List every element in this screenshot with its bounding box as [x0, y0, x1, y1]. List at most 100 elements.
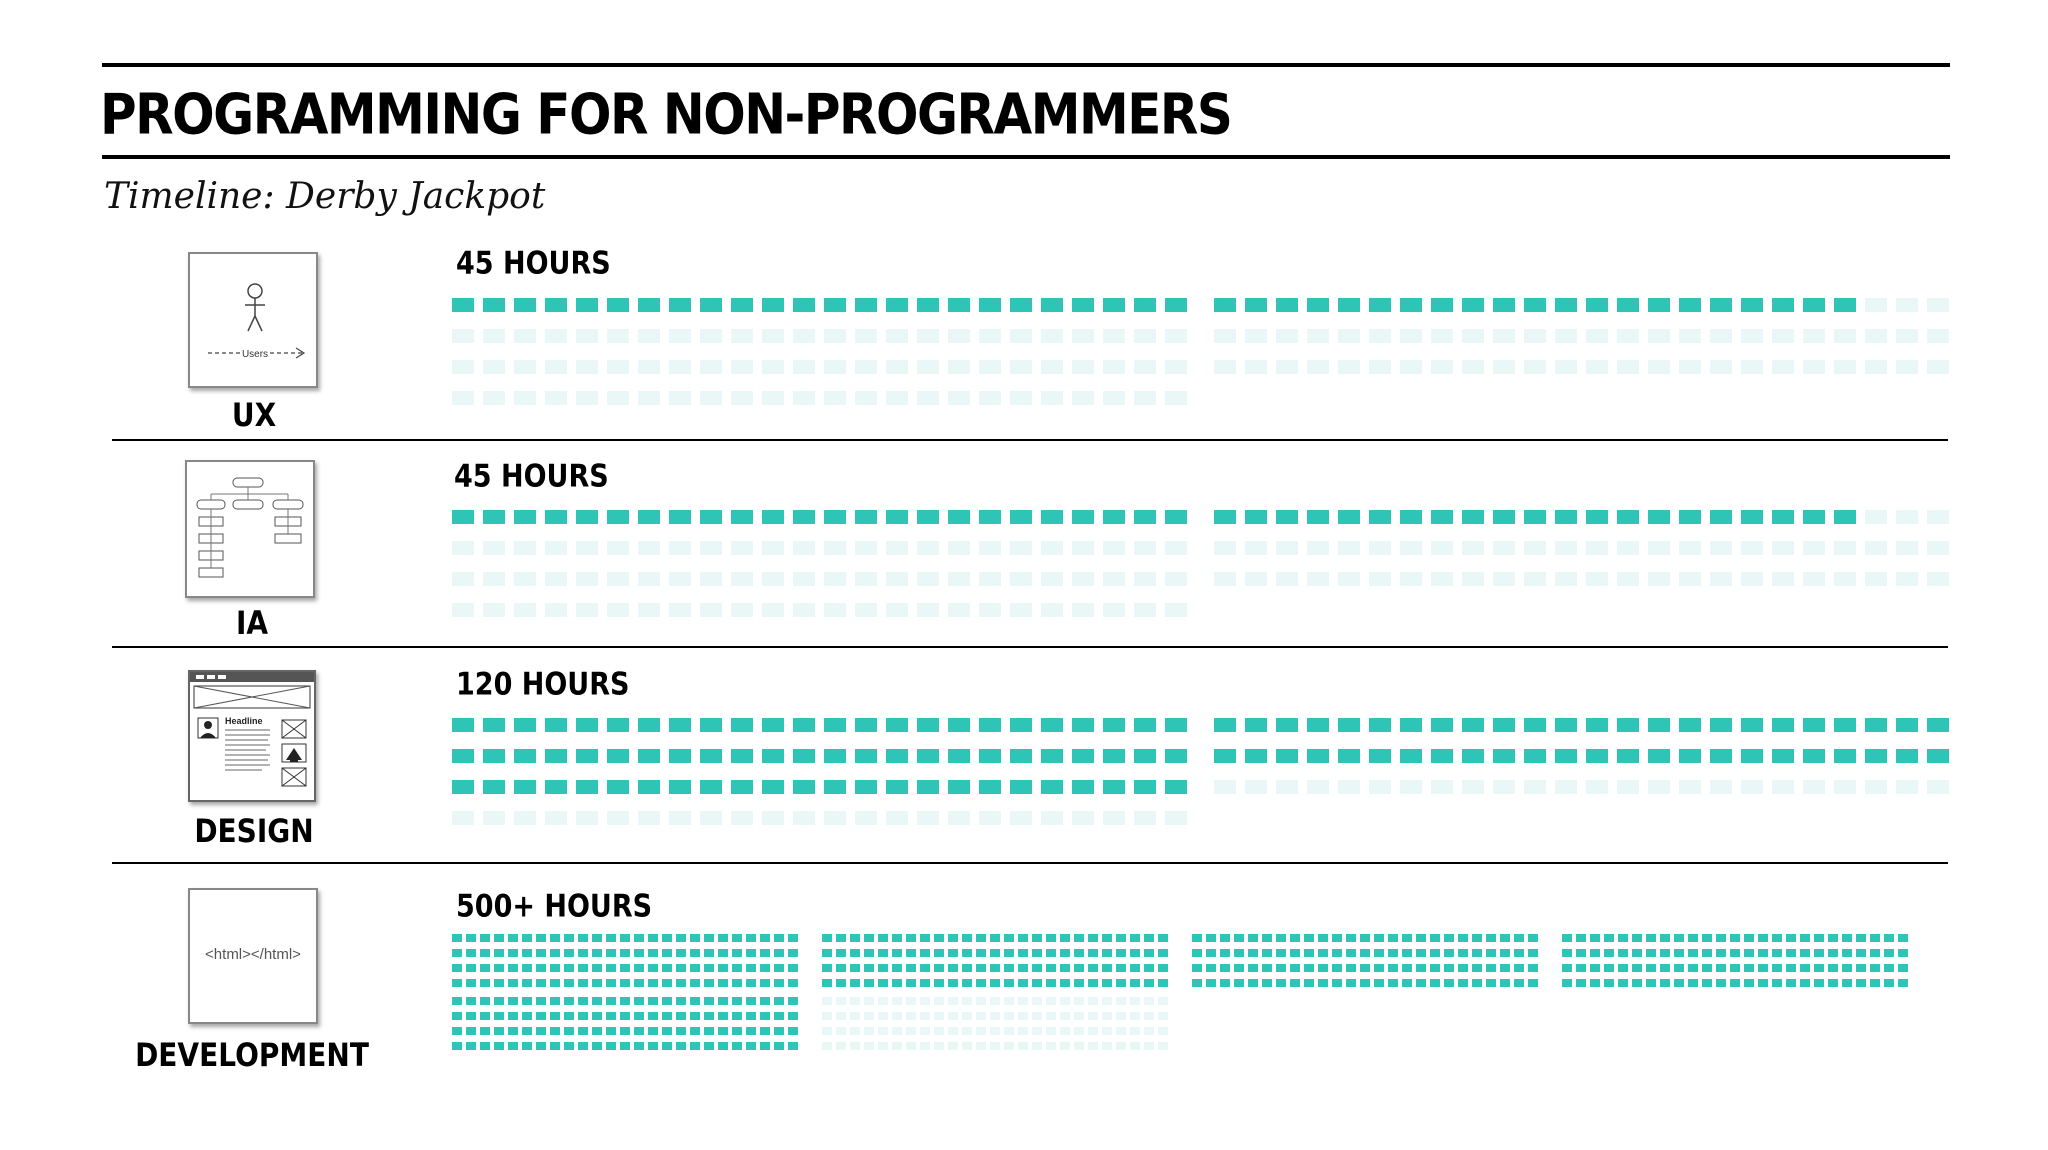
- hour-block-ia-13: [824, 510, 846, 524]
- hour-block-development-283: [1290, 979, 1300, 987]
- hour-block-development-61: [592, 964, 602, 972]
- hour-block-development-82: [536, 979, 546, 987]
- empty-block-ia-63: [886, 541, 908, 555]
- hour-block-design-101: [576, 780, 598, 794]
- hour-block-design-69: [1072, 749, 1094, 763]
- hour-block-development-223: [1500, 934, 1510, 942]
- hour-block-development-271: [1472, 964, 1482, 972]
- hour-block-development-245: [1458, 949, 1468, 957]
- empty-block-ia-46: [1865, 510, 1887, 524]
- empty-block-ia-133: [1586, 572, 1608, 586]
- hour-block-development-117: [1046, 934, 1056, 942]
- html-code-icon: <html></html>: [188, 888, 318, 1024]
- hour-block-development-276: [1192, 979, 1202, 987]
- hour-block-development-467: [676, 1027, 686, 1035]
- hour-block-ux-28: [1307, 298, 1329, 312]
- empty-block-development-580: [878, 1042, 888, 1050]
- empty-block-development-515: [1018, 997, 1028, 1005]
- empty-block-development-559: [934, 1027, 944, 1035]
- hour-block-development-364: [1744, 964, 1754, 972]
- hour-block-development-350: [1898, 949, 1908, 957]
- empty-block-ux-165: [1072, 391, 1094, 405]
- hour-block-ia-19: [1010, 510, 1032, 524]
- hour-block-development-121: [1102, 934, 1112, 942]
- hour-block-design-79: [1400, 749, 1422, 763]
- hour-block-development-490: [648, 1042, 658, 1050]
- hour-block-development-161: [962, 964, 972, 972]
- empty-block-development-587: [976, 1042, 986, 1050]
- hour-block-development-32: [536, 949, 546, 957]
- empty-block-design-144: [1927, 780, 1949, 794]
- empty-block-development-557: [906, 1027, 916, 1035]
- empty-block-design-166: [1103, 811, 1125, 825]
- hour-block-development-439: [634, 1012, 644, 1020]
- hour-block-development-243: [1430, 949, 1440, 957]
- hour-block-development-50: [788, 949, 798, 957]
- empty-block-ia-143: [1896, 572, 1918, 586]
- empty-block-ia-126: [1369, 572, 1391, 586]
- hour-block-development-302: [1576, 934, 1586, 942]
- hour-block-development-434: [564, 1012, 574, 1020]
- hour-block-development-486: [592, 1042, 602, 1050]
- hour-block-design-17: [948, 718, 970, 732]
- hour-block-ia-32: [1431, 510, 1453, 524]
- hour-block-design-120: [1165, 780, 1187, 794]
- hour-block-development-459: [564, 1027, 574, 1035]
- empty-block-ia-136: [1679, 572, 1701, 586]
- empty-block-development-597: [1116, 1042, 1126, 1050]
- empty-block-ia-99: [514, 572, 536, 586]
- empty-block-ia-102: [607, 572, 629, 586]
- empty-block-development-550: [1158, 1012, 1168, 1020]
- hour-block-development-430: [508, 1012, 518, 1020]
- hour-block-development-169: [1074, 964, 1084, 972]
- hour-block-development-333: [1660, 949, 1670, 957]
- empty-block-ux-68: [1041, 329, 1063, 343]
- hour-block-development-43: [690, 949, 700, 957]
- hour-block-design-4: [545, 718, 567, 732]
- hour-block-development-192: [1046, 979, 1056, 987]
- hour-block-development-165: [1018, 964, 1028, 972]
- empty-block-development-541: [1032, 1012, 1042, 1020]
- hour-block-development-33: [550, 949, 560, 957]
- hour-block-ux-11: [762, 298, 784, 312]
- hour-block-development-219: [1444, 934, 1454, 942]
- hour-block-ux-43: [1772, 298, 1794, 312]
- empty-block-development-505: [878, 997, 888, 1005]
- empty-block-ux-69: [1072, 329, 1094, 343]
- hour-block-development-257: [1276, 964, 1286, 972]
- hour-block-ux-3: [514, 298, 536, 312]
- hour-block-development-198: [1130, 979, 1140, 987]
- hour-block-development-351: [1562, 964, 1572, 972]
- hour-block-ux-25: [1214, 298, 1236, 312]
- hour-block-development-327: [1576, 949, 1586, 957]
- hour-block-development-240: [1388, 949, 1398, 957]
- empty-block-development-573: [1130, 1027, 1140, 1035]
- hour-block-development-237: [1346, 949, 1356, 957]
- hour-block-development-49: [774, 949, 784, 957]
- empty-block-ux-66: [979, 329, 1001, 343]
- empty-block-ux-65: [948, 329, 970, 343]
- empty-block-design-149: [576, 811, 598, 825]
- empty-block-ux-157: [824, 391, 846, 405]
- hour-block-development-371: [1842, 964, 1852, 972]
- empty-block-ia-122: [1245, 572, 1267, 586]
- hour-block-development-205: [1248, 934, 1258, 942]
- empty-block-ux-91: [1772, 329, 1794, 343]
- hour-block-ux-27: [1276, 298, 1298, 312]
- empty-block-ux-97: [452, 360, 474, 374]
- hour-block-development-275: [1528, 964, 1538, 972]
- page-subtitle: Timeline: Derby Jackpot: [104, 176, 546, 217]
- empty-block-ia-165: [1072, 603, 1094, 617]
- empty-block-design-129: [1462, 780, 1484, 794]
- hour-block-development-54: [494, 964, 504, 972]
- hour-block-development-222: [1486, 934, 1496, 942]
- hour-block-development-142: [1046, 949, 1056, 957]
- empty-block-development-540: [1018, 1012, 1028, 1020]
- hour-block-development-417: [676, 997, 686, 1005]
- empty-block-ux-84: [1555, 329, 1577, 343]
- empty-block-ux-93: [1834, 329, 1856, 343]
- hour-block-ia-15: [886, 510, 908, 524]
- hour-block-development-232: [1276, 949, 1286, 957]
- hour-block-development-134: [934, 949, 944, 957]
- empty-block-design-158: [855, 811, 877, 825]
